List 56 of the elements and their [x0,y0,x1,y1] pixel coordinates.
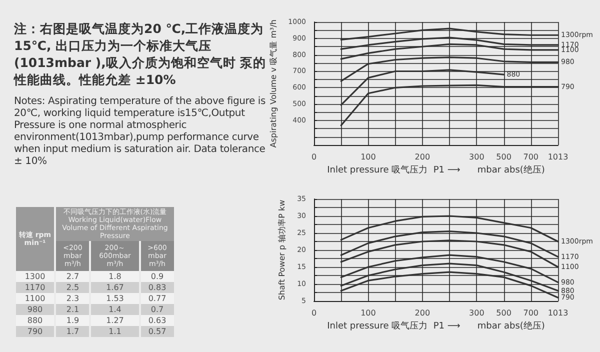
line-series [340,36,559,50]
x-tick-label: 300 [469,308,484,318]
line-series [340,56,559,82]
data-label: 2.1 [56,304,90,315]
line-series [340,230,559,258]
x-tick-label: 0 [311,152,317,162]
data-label: 2.3 [56,293,90,304]
x-tick-label: 200 [414,152,430,162]
x-tick-label: 1013 [548,308,568,318]
data-label: 1.1 [91,326,138,337]
x-tick-label: 300 [469,152,484,162]
data-label: 0.9 [140,271,174,282]
line-series [340,215,559,242]
x-tick-label: 200 [414,308,430,318]
category-label: 790 [16,326,54,337]
line-series [340,254,559,284]
data-label: 0.63 [140,315,174,326]
x-tick-label: 100 [360,152,376,162]
data-label: 1.67 [91,282,138,293]
category-label: 1100 [16,293,54,304]
line-series [340,43,559,60]
y-axis-title: Shaft Power p 轴功率P kw [278,199,287,300]
y-axis-title: Aspirating Volume v 吸气量 m³/h [268,20,278,148]
category-label: 980 [16,304,54,315]
category-label: 1300 [16,271,54,282]
line-series [340,84,559,126]
x-tick-label: 700 [523,308,539,318]
data-label: 1.53 [91,293,138,304]
category-label: 880 [16,315,54,326]
line-series [340,240,559,268]
x-axis-title: Inlet pressure 吸气压力 P1 ⟶ mbar abs(绝压) [327,164,545,176]
x-axis-title: Inlet pressure 吸气压力 P1 ⟶ mbar abs(绝压) [327,320,545,332]
data-label: 1.4 [91,304,138,315]
data-label: 2.7 [56,271,90,282]
line-series [340,28,559,41]
data-label: 2.5 [56,282,90,293]
category-label: 1170 [16,282,54,293]
x-tick-label: 100 [360,308,376,318]
line-series [340,69,505,106]
text: Notes: Aspirating temperature of the above figure is 20℃, working liquid temperature is15℃,Output Pressure is one normal atmospheric environment(1013mbar),pump performance curve when input medium is saturation air. Data tolerance ± 10% [14,96,266,167]
x-tick-label: 1013 [548,152,568,162]
line-series [340,271,559,298]
data-label: 1.27 [91,315,138,326]
x-tick-label: 500 [496,308,512,318]
x-tick-label: 0 [311,308,317,318]
line-series [340,262,559,292]
data-label: 0.77 [140,293,174,304]
data-label: 1.9 [56,315,90,326]
data-label: 0.83 [140,282,174,293]
x-tick-label: 500 [496,152,512,162]
text: 注：右图是吸气温度为20 ℃,工作液温度为15℃, 出口压力为一个标准大气压(1013mbar ),吸入介质为饱和空气时 泵的性能曲线。性能允差 ±10% [14,21,266,87]
x-tick-label: 700 [523,152,539,162]
data-label: 0.7 [140,304,174,315]
data-label: 0.57 [140,326,174,337]
data-label: 1.8 [91,271,138,282]
data-label: 1.7 [56,326,90,337]
